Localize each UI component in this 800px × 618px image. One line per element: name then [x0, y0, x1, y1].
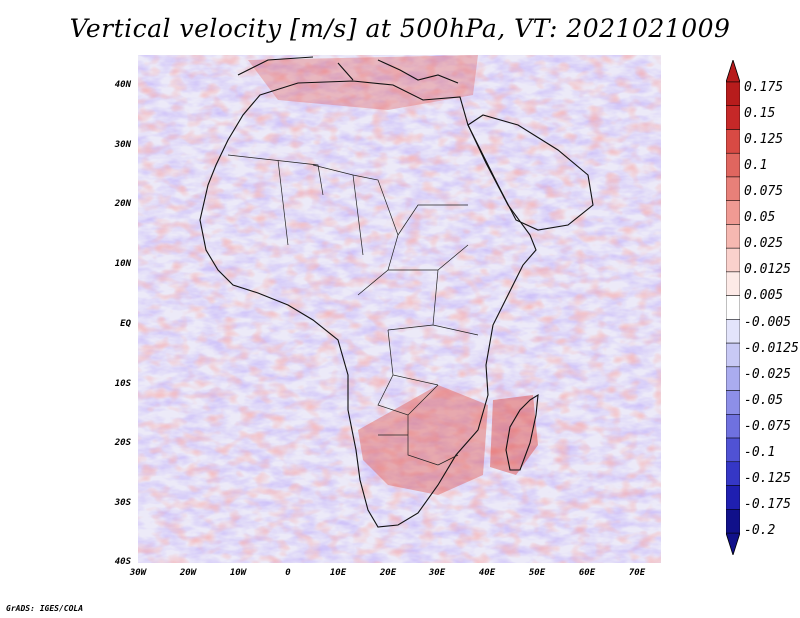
colorbar-label-6: 0.025 — [744, 236, 784, 251]
country-borders — [227, 154, 479, 466]
colorbar-box — [726, 437, 740, 463]
colorbar-label-13: -0.075 — [744, 419, 791, 434]
colorbar-label-0: 0.175 — [744, 80, 784, 95]
lon-label-40e: 40E — [478, 568, 496, 578]
lon-label-20e: 20E — [379, 568, 397, 578]
colorbar-label-12: -0.05 — [744, 393, 784, 408]
colorbar-label-17: -0.2 — [744, 523, 776, 538]
colorbar-label-11: -0.025 — [744, 367, 791, 382]
lon-label-50e: 50E — [528, 568, 546, 578]
colorbar-box — [726, 200, 740, 225]
colorbar-box — [726, 295, 740, 320]
lat-label-20n: 20N — [114, 199, 131, 209]
lat-label-20s: 20S — [114, 438, 131, 448]
colorbar-box — [726, 461, 740, 486]
red-zone-southern-africa — [358, 385, 488, 495]
colorbar-label-8: 0.005 — [744, 288, 784, 303]
lat-label-eq: EQ — [120, 319, 131, 329]
grads-credit: GrADS: IGES/COLA — [6, 604, 84, 613]
colorbar — [726, 60, 740, 555]
madagascar-coastline — [505, 393, 539, 471]
arabia-coastline — [467, 114, 594, 231]
colorbar-box — [726, 319, 740, 344]
colorbar-top-arrow — [726, 60, 740, 83]
lat-label-40s: 40S — [114, 557, 131, 567]
colorbar-bottom-arrow — [726, 532, 740, 555]
colorbar-box — [726, 390, 740, 415]
colorbar-box — [726, 105, 740, 130]
colorbar-label-10: -0.0125 — [744, 341, 799, 356]
lon-label-70e: 70E — [628, 568, 646, 578]
lat-label-30s: 30S — [114, 498, 131, 508]
colorbar-label-4: 0.075 — [744, 184, 784, 199]
chart-title: Vertical velocity [m/s] at 500hPa, VT: 2… — [69, 14, 731, 43]
lat-label-10n: 10N — [114, 259, 131, 269]
colorbar-boxes — [726, 81, 740, 534]
colorbar-label-1: 0.15 — [744, 106, 776, 121]
colorbar-box — [726, 152, 740, 178]
colorbar-box — [726, 81, 740, 106]
colorbar-box — [726, 342, 740, 368]
colorbar-box — [726, 366, 740, 391]
colorbar-label-15: -0.125 — [744, 471, 791, 486]
colorbar-box — [726, 247, 740, 273]
lon-label-30w: 30W — [129, 568, 147, 578]
velocity-field-red — [138, 55, 661, 563]
lon-label-60e: 60E — [578, 568, 596, 578]
colorbar-label-14: -0.1 — [744, 445, 776, 460]
velocity-map — [138, 55, 661, 563]
colorbar-label-16: -0.175 — [744, 497, 791, 512]
europe-coastline — [237, 56, 459, 84]
lon-label-20w: 20W — [179, 568, 197, 578]
colorbar-box — [726, 414, 740, 439]
lat-label-30n: 30N — [114, 140, 131, 150]
lon-label-30e: 30E — [428, 568, 446, 578]
lon-label-10e: 10E — [329, 568, 347, 578]
colorbar-box — [726, 176, 740, 201]
colorbar-label-3: 0.1 — [744, 158, 768, 173]
colorbar-box — [726, 485, 740, 510]
colorbar-label-5: 0.05 — [744, 210, 776, 225]
colorbar-label-7: 0.0125 — [744, 262, 791, 277]
colorbar-label-9: -0.005 — [744, 315, 791, 330]
colorbar-box — [726, 271, 740, 296]
lon-label-0: 0 — [285, 568, 291, 578]
lat-label-10s: 10S — [114, 379, 131, 389]
lon-label-10w: 10W — [229, 568, 247, 578]
colorbar-box — [726, 224, 740, 249]
colorbar-box — [726, 129, 740, 154]
colorbar-box — [726, 509, 740, 534]
colorbar-label-2: 0.125 — [744, 132, 784, 147]
lat-label-40n: 40N — [114, 80, 131, 90]
